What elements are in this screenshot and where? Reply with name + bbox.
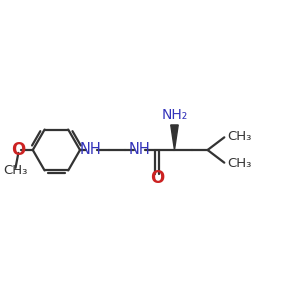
Text: CH₃: CH₃ xyxy=(227,130,252,143)
Text: CH₃: CH₃ xyxy=(227,157,252,170)
Polygon shape xyxy=(171,125,178,150)
Text: NH: NH xyxy=(80,142,102,158)
Text: CH₃: CH₃ xyxy=(3,164,28,177)
Text: O: O xyxy=(11,141,26,159)
Text: NH₂: NH₂ xyxy=(161,108,188,122)
Text: NH: NH xyxy=(128,142,150,158)
Text: O: O xyxy=(150,169,164,187)
